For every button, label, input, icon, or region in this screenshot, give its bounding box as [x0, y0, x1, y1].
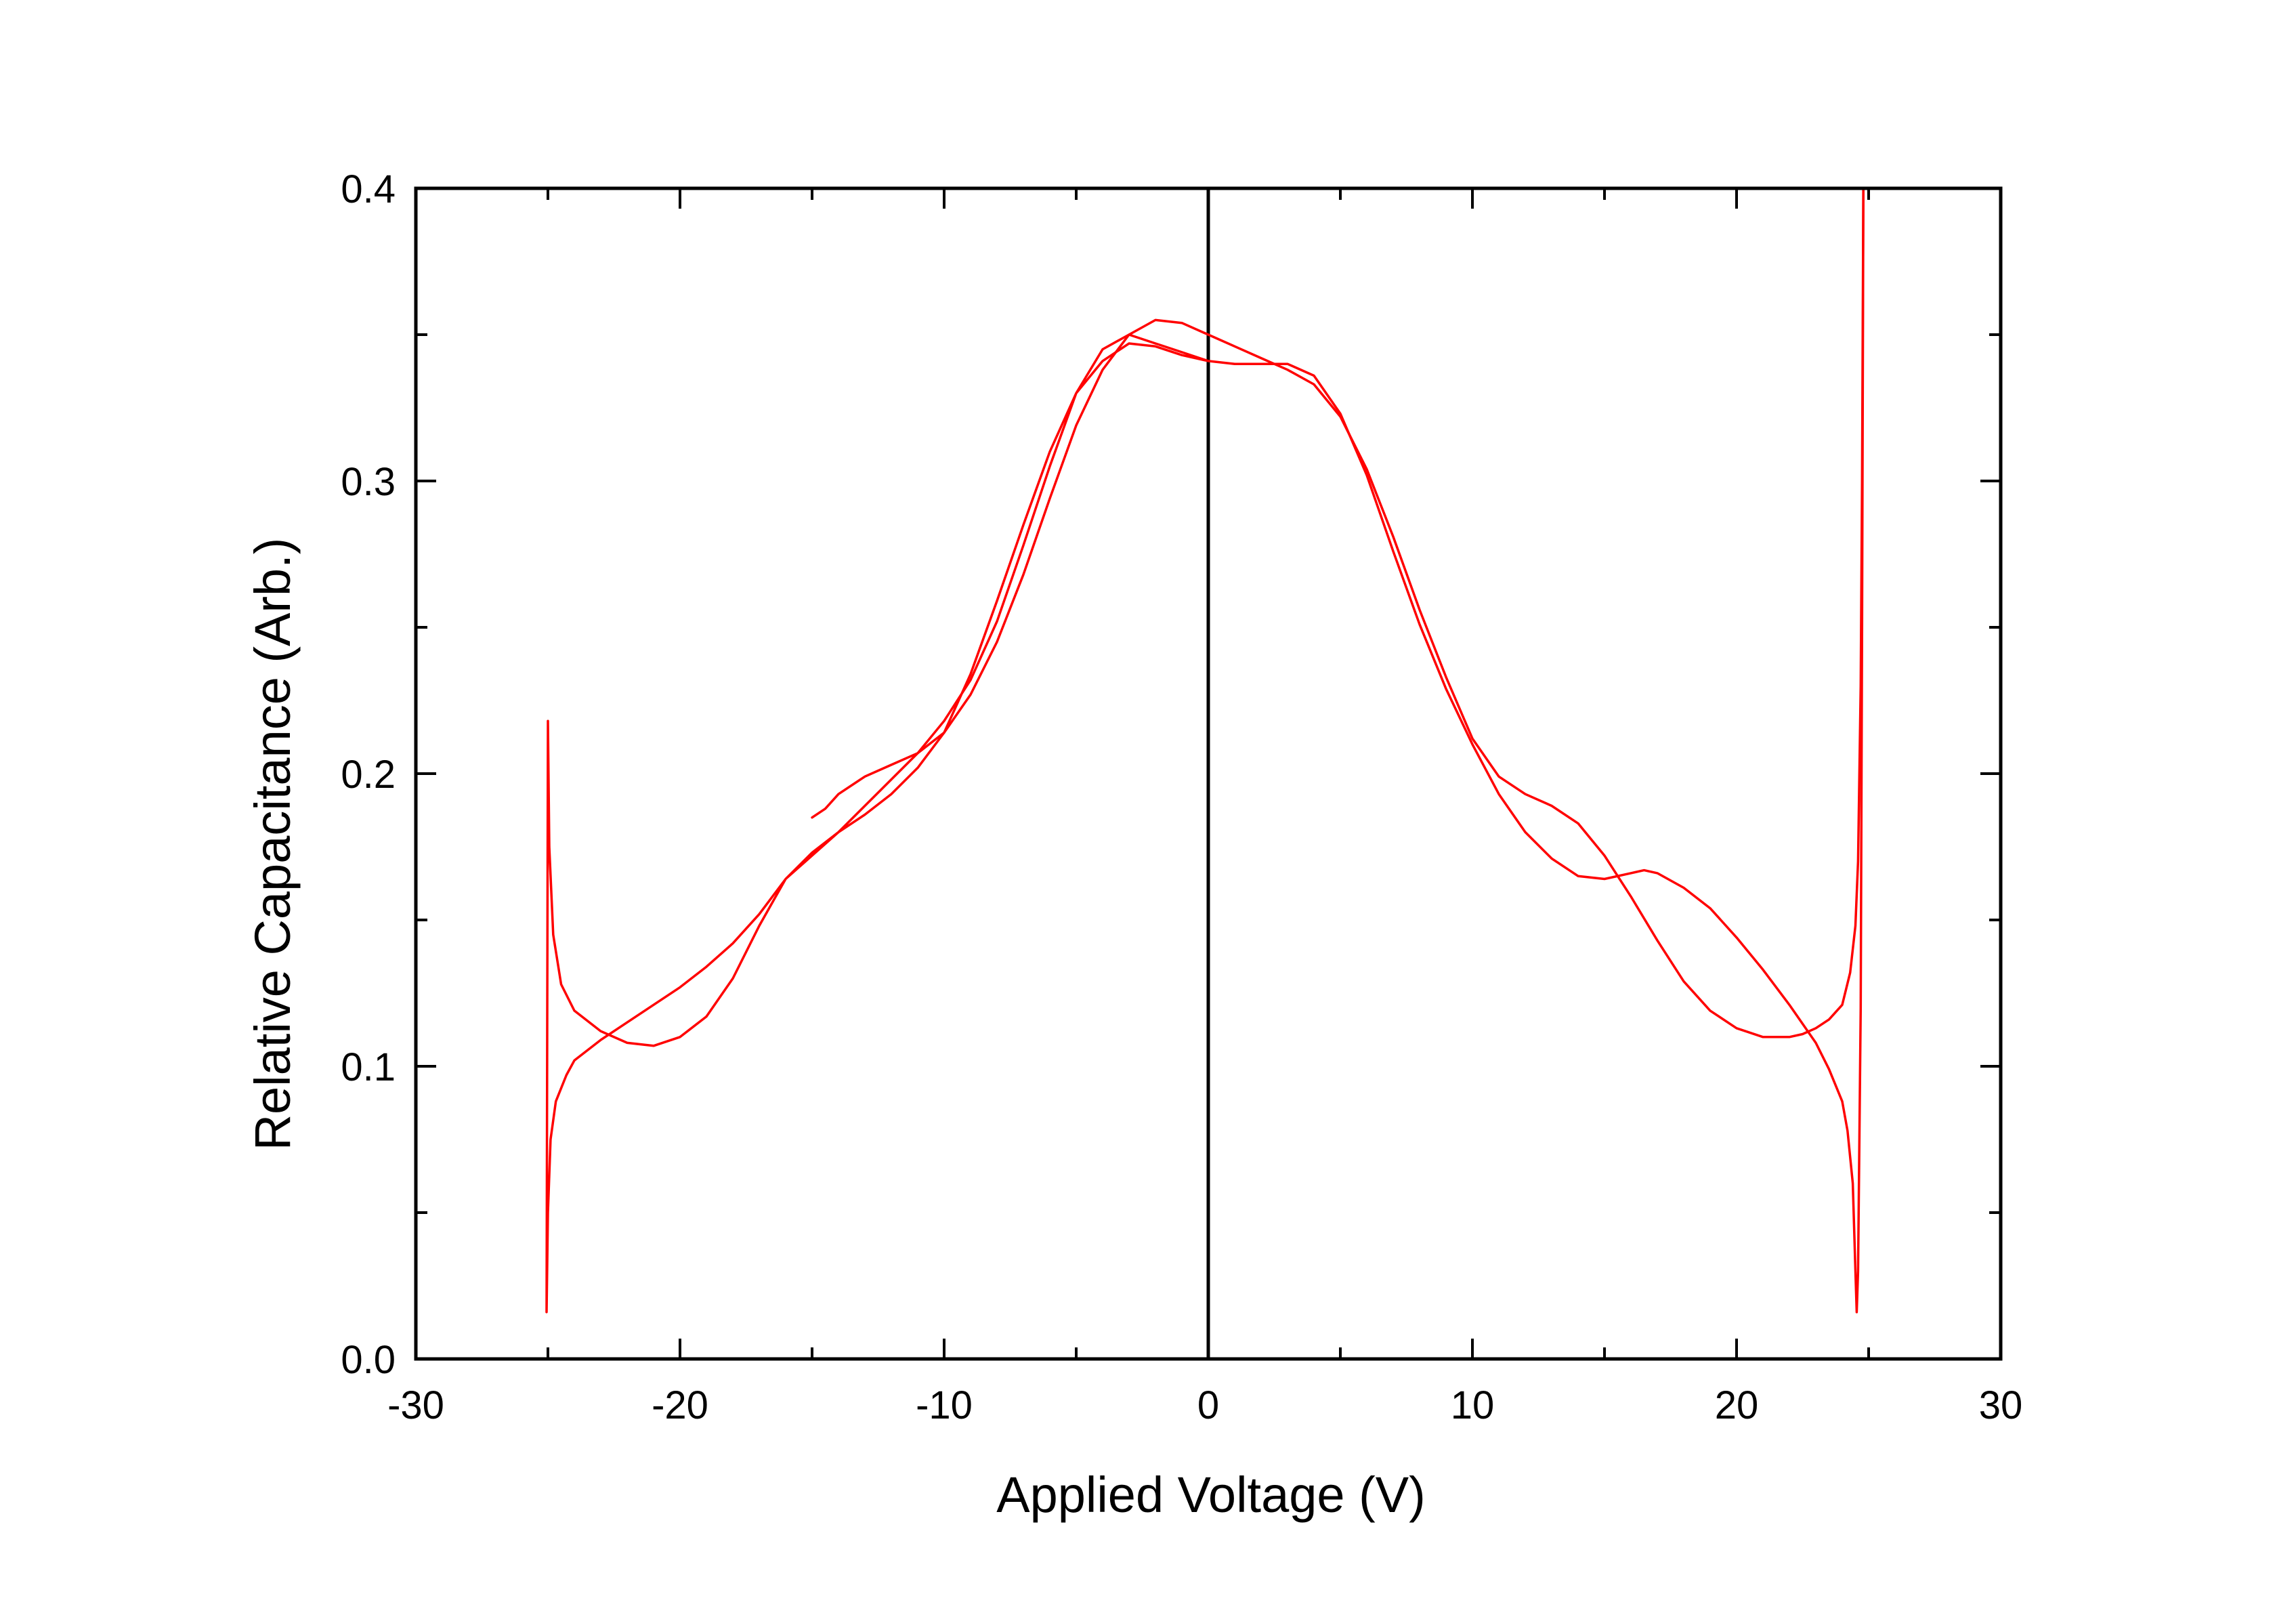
tick-labels: -30 -20 -10 0 10 20 30 0.0 0.1 0.2 0.3 0.4	[341, 167, 2022, 1427]
x-axis-label: Applied Voltage (V)	[996, 1467, 1426, 1523]
series-line-2	[545, 187, 1865, 1314]
x-tick-label: 0	[1197, 1383, 1219, 1427]
y-tick-label: 0.1	[341, 1045, 396, 1089]
x-tick-label: -30	[387, 1383, 444, 1427]
y-tick-label: 0.4	[341, 167, 396, 211]
x-tick-label: 20	[1715, 1383, 1759, 1427]
x-tick-label: -10	[916, 1383, 973, 1427]
x-tick-label: 30	[1979, 1383, 2023, 1427]
y-tick-label: 0.3	[341, 460, 396, 504]
y-tick-label: 0.2	[341, 753, 396, 797]
x-tick-label: 10	[1451, 1383, 1495, 1427]
series-line-1	[811, 187, 1865, 1039]
y-axis-label: Relative Capacitance (Arb.)	[245, 538, 301, 1151]
axes-group	[414, 186, 2003, 1361]
x-tick-label: -20	[652, 1383, 708, 1427]
series-group	[545, 187, 1865, 1314]
y-tick-label: 0.0	[341, 1338, 396, 1382]
